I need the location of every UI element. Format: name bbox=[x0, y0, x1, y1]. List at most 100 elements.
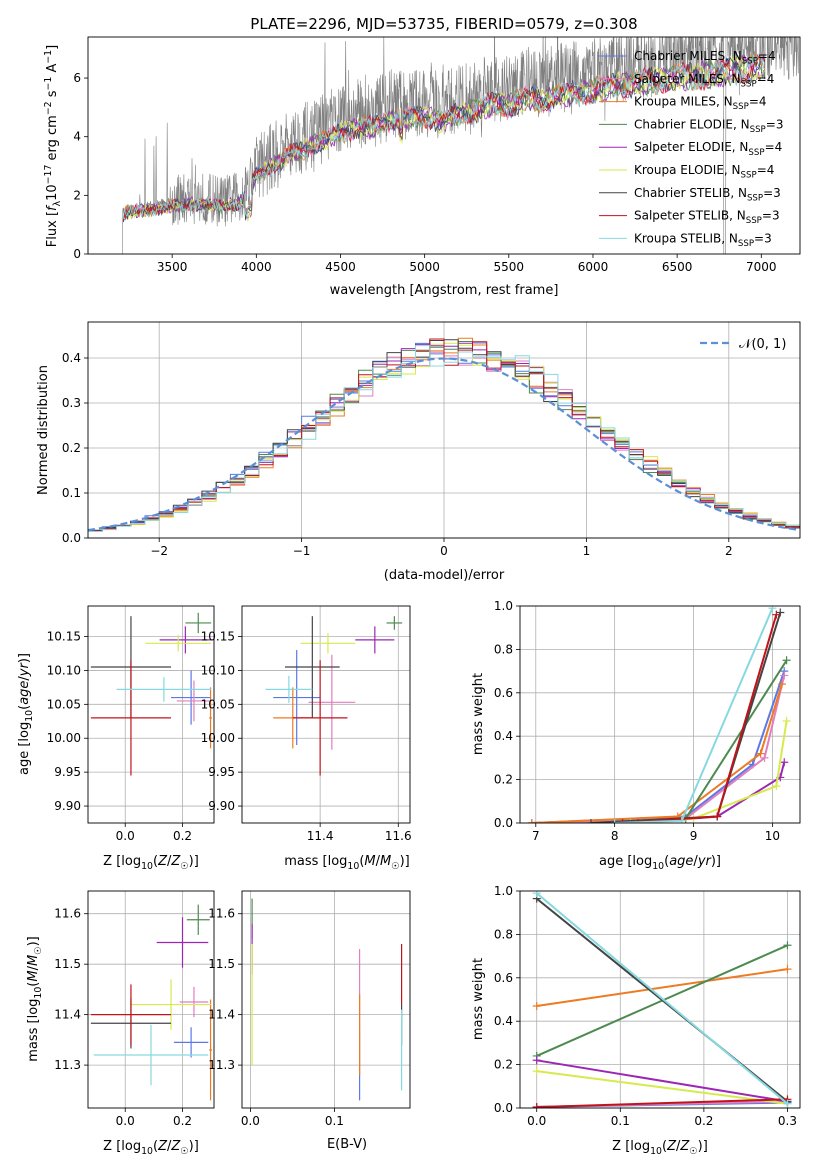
y-tick-label: 0.4 bbox=[494, 1014, 513, 1028]
data-marker bbox=[610, 819, 619, 823]
x-tick-label: 0.2 bbox=[173, 1114, 192, 1128]
data-marker bbox=[760, 753, 769, 762]
data-marker bbox=[532, 1002, 541, 1011]
data-marker bbox=[532, 1056, 541, 1065]
spectrum-plot-area bbox=[121, 37, 800, 254]
data-marker bbox=[782, 656, 791, 665]
legend-label-chabrier-miles: Chabrier MILES, NSSP=4 bbox=[634, 49, 776, 67]
axes-frame bbox=[87, 605, 215, 824]
data-marker bbox=[586, 819, 595, 823]
figure-title: PLATE=2296, MJD=53735, FIBERID=0579, z=0… bbox=[250, 15, 637, 33]
data-marker bbox=[532, 1067, 541, 1076]
y-tick-label: 9.90 bbox=[208, 799, 235, 813]
x-tick-label: 11.6 bbox=[385, 829, 412, 843]
y-tick-label: 11.6 bbox=[208, 907, 235, 921]
x-tick-label: 4500 bbox=[325, 260, 356, 274]
errorbar-point-salpeter-miles bbox=[179, 986, 209, 1018]
y-tick-label: 0.2 bbox=[494, 773, 513, 787]
errorbar-plot-area bbox=[90, 904, 212, 1101]
y-tick-label: 10.10 bbox=[47, 663, 81, 677]
data-marker bbox=[527, 819, 536, 823]
y-tick-label: 10.15 bbox=[47, 630, 81, 644]
y-tick-label: 11.3 bbox=[208, 1058, 235, 1072]
axes-frame bbox=[241, 605, 411, 824]
observed-spectrum-line bbox=[121, 37, 800, 254]
mass-weight-line-chabrier-miles bbox=[531, 670, 786, 823]
x-tick-label: −2 bbox=[150, 544, 168, 558]
errorbar-point-salpeter-miles bbox=[308, 654, 356, 750]
errorbar-point-salpeter-stelib bbox=[90, 984, 172, 1045]
data-marker bbox=[777, 680, 786, 689]
mass-weight-line-salpeter-miles bbox=[531, 675, 786, 823]
axes-frame bbox=[87, 890, 215, 1109]
x-tick-label: 4000 bbox=[241, 260, 272, 274]
errorbar-point-kroupa-miles bbox=[209, 687, 212, 749]
data-marker bbox=[782, 717, 791, 726]
y-tick-label: 4 bbox=[73, 130, 81, 144]
y-tick-label: 0.8 bbox=[494, 642, 513, 656]
residual-histogram-kroupa-stelib bbox=[88, 345, 800, 532]
mass-vs-metallicity-panel: 0.0 0.2 11.3 11.4 11.5 11.6 Z [log10(Z/Z☉)] mas… bbox=[26, 890, 215, 1157]
data-marker bbox=[677, 816, 686, 823]
mass-weight-vs-age-panel: 7 8 9 10 0.0 0.2 0.4 0.6 0.8 1.0 age [log10(age/yr… bbox=[471, 599, 801, 872]
x-tick-label: 0.2 bbox=[173, 829, 192, 843]
y-axis-label: age [log10(age/yr)] bbox=[17, 653, 35, 775]
legend-label-chabrier-elodie: Chabrier ELODIE, NSSP=3 bbox=[634, 117, 783, 135]
x-tick-label: 11.4 bbox=[307, 829, 334, 843]
x-tick-label: 7 bbox=[532, 829, 540, 843]
x-tick-label: 7000 bbox=[746, 260, 777, 274]
x-tick-label: 0 bbox=[440, 544, 448, 558]
y-tick-label: 0.6 bbox=[494, 971, 513, 985]
x-tick-label: 0.1 bbox=[611, 1114, 630, 1128]
axes-frame bbox=[87, 36, 801, 255]
legend-label-kroupa-stelib: Kroupa STELIB, NSSP=3 bbox=[634, 231, 772, 249]
y-tick-label: 11.5 bbox=[54, 957, 81, 971]
y-tick-label: 0.6 bbox=[494, 686, 513, 700]
errorbar-point-kroupa-stelib bbox=[116, 677, 212, 702]
x-axis-label: wavelength [Angstrom, rest frame] bbox=[330, 283, 559, 298]
mass-weight-line-salpeter-elodie bbox=[536, 1059, 788, 1103]
errorbar-point-chabrier-elodie bbox=[386, 616, 403, 630]
data-marker bbox=[618, 819, 627, 823]
errorbar-point-salpeter-elodie bbox=[159, 626, 212, 654]
mass-weight-line-salpeter-stelib bbox=[536, 1098, 788, 1108]
y-tick-label: 0.0 bbox=[494, 816, 513, 830]
x-tick-label: 0.2 bbox=[694, 1114, 713, 1128]
x-tick-label: 0.0 bbox=[527, 1114, 546, 1128]
errorbar-point-kroupa-stelib bbox=[265, 675, 313, 703]
model-spectrum-chabrier-stelib bbox=[122, 54, 766, 223]
model-spectrum-kroupa-elodie bbox=[122, 55, 766, 222]
errorbar-point-salpeter-elodie bbox=[156, 917, 209, 968]
line-plot-area bbox=[532, 891, 792, 1108]
mass-weight-line-chabrier-stelib bbox=[590, 612, 782, 823]
y-axis-label: mass weight bbox=[471, 673, 486, 755]
errorbar-point-kroupa-elodie bbox=[145, 635, 212, 652]
x-tick-label: 2 bbox=[725, 544, 733, 558]
mass-vs-ebv-panel: 0.0 0.1 11.3 11.4 11.5 11.6 E(B-V) bbox=[208, 890, 411, 1152]
x-axis-label: Z [log10(Z/Z☉)] bbox=[103, 854, 199, 872]
errorbar-point-salpeter-miles bbox=[176, 680, 212, 722]
y-tick-label: 10.05 bbox=[201, 697, 235, 711]
x-axis-label: Z [log10(Z/Z☉)] bbox=[103, 1139, 199, 1157]
legend-label-salpeter-miles: Salpeter MILES, NSSP=4 bbox=[634, 72, 774, 90]
mass-weight-line-kroupa-elodie bbox=[536, 1070, 788, 1105]
x-tick-label: 10 bbox=[765, 829, 780, 843]
data-marker bbox=[772, 782, 781, 791]
legend-label-normal: 𝒩(0, 1) bbox=[739, 337, 786, 352]
residual-histogram-salpeter-stelib bbox=[88, 338, 800, 532]
x-tick-label: 3500 bbox=[157, 260, 188, 274]
axes-frame bbox=[519, 890, 801, 1109]
legend-label-salpeter-stelib: Salpeter STELIB, NSSP=3 bbox=[634, 209, 780, 227]
y-tick-label: 1.0 bbox=[494, 599, 513, 613]
legend-label-chabrier-stelib: Chabrier STELIB, NSSP=3 bbox=[634, 186, 781, 204]
y-tick-label: 0.2 bbox=[62, 441, 81, 455]
errorbar-point-kroupa-miles bbox=[209, 999, 212, 1101]
data-marker bbox=[532, 891, 541, 898]
mass-weight-line-kroupa-miles bbox=[536, 968, 788, 1007]
legend-label-kroupa-miles: Kroupa MILES, NSSP=4 bbox=[634, 95, 767, 113]
model-spectrum-kroupa-stelib bbox=[122, 53, 765, 219]
x-tick-label: 0.1 bbox=[325, 1114, 344, 1128]
residual-plot-area bbox=[88, 337, 800, 532]
x-tick-label: 0.0 bbox=[116, 1114, 135, 1128]
